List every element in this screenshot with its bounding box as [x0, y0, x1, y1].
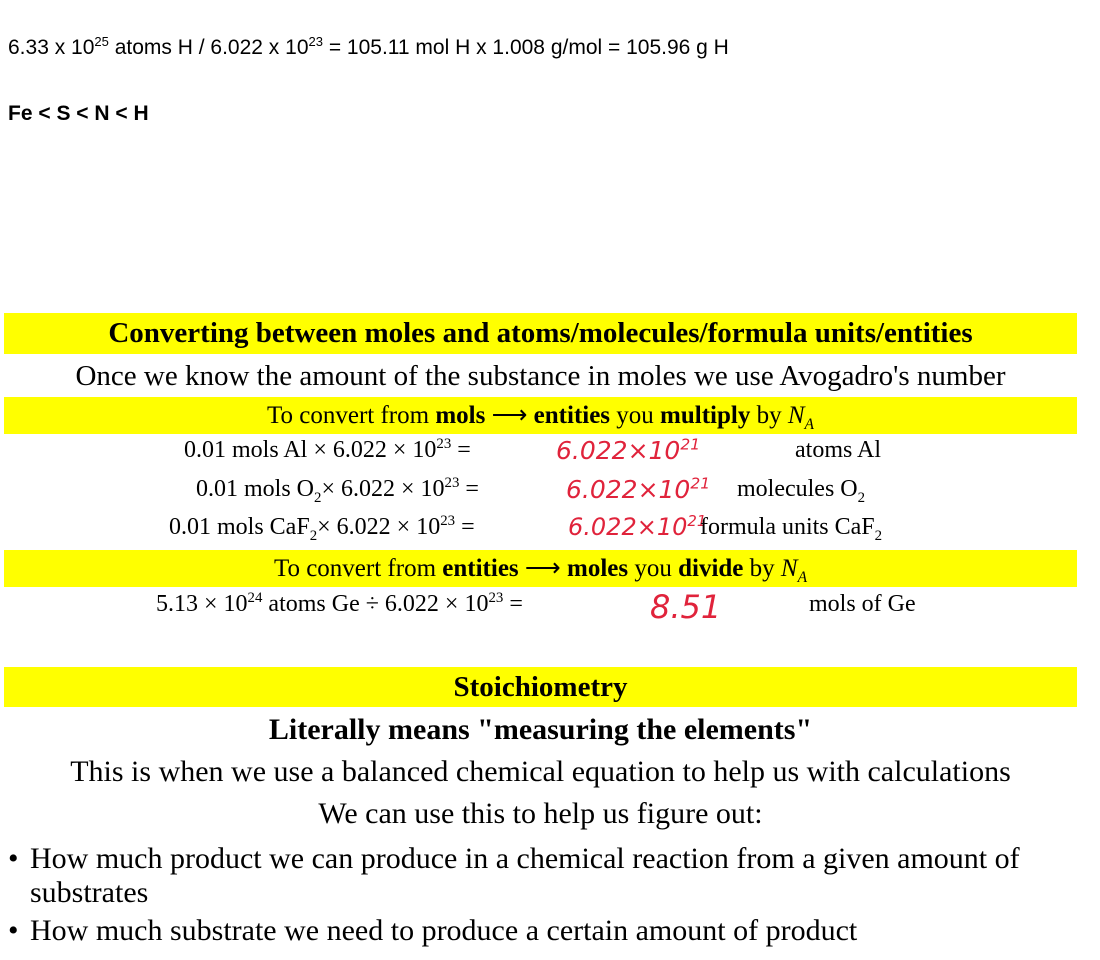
mass-calculation-note: 6.33 x 1025 atoms H / 6.022 x 1023 = 105… [8, 34, 729, 59]
conversion-title: Converting between moles and atoms/molec… [108, 317, 973, 349]
stoichiometry-subtitle: Literally means "measuring the elements" [268, 713, 813, 746]
to-entities-highlight [4, 397, 1077, 434]
ordering-note: Fe < S < N < H [8, 102, 149, 125]
al-conversion-equation: 0.01 mols Al × 6.022 × 1023 = [184, 436, 471, 463]
ge-unit: mols of Ge [809, 591, 916, 617]
bullet-icon: • [8, 842, 19, 875]
to-moles-heading: To convert from entities ⟶ moles you div… [273, 555, 808, 586]
o2-conversion-equation: 0.01 mols O2× 6.022 × 1023 = [196, 475, 479, 506]
o2-unit: molecules O2 [737, 476, 866, 506]
list-item-text: How much substrate we need to produce a … [30, 914, 858, 947]
bullet-icon: • [8, 914, 19, 947]
stoichiometry-description: This is when we use a balanced chemical … [70, 755, 1011, 788]
list-item-text: How much product we can produce in a che… [30, 842, 1020, 909]
caf2-conversion-equation: 0.01 mols CaF2× 6.022 × 1023 = [169, 513, 475, 544]
stoichiometry-title: Stoichiometry [453, 671, 628, 703]
ge-conversion-equation: 5.13 × 1024 atoms Ge ÷ 6.022 × 1023 = [156, 590, 523, 617]
caf2-handwritten-answer: 6.022×1021 [568, 512, 707, 541]
al-unit: atoms Al [795, 437, 882, 463]
o2-handwritten-answer: 6.022×1021 [566, 474, 711, 504]
al-handwritten-answer: 6.022×1021 [556, 435, 701, 465]
to-entities-heading: To convert from mols ⟶ entities you mult… [266, 402, 814, 433]
to-moles-highlight [4, 550, 1077, 587]
list-item: • How much product we can produce in a c… [8, 842, 1088, 914]
ge-handwritten-answer: 8.51 [650, 588, 722, 626]
caf2-unit: formula units CaF2 [700, 514, 883, 544]
conversion-title-highlight [4, 313, 1077, 354]
list-item: • How much substrate we need to produce … [8, 914, 1088, 950]
conversion-subtitle: Once we know the amount of the substance… [75, 360, 1006, 392]
stoichiometry-title-highlight [4, 667, 1077, 707]
stoichiometry-figure-out: We can use this to help us figure out: [318, 797, 763, 830]
